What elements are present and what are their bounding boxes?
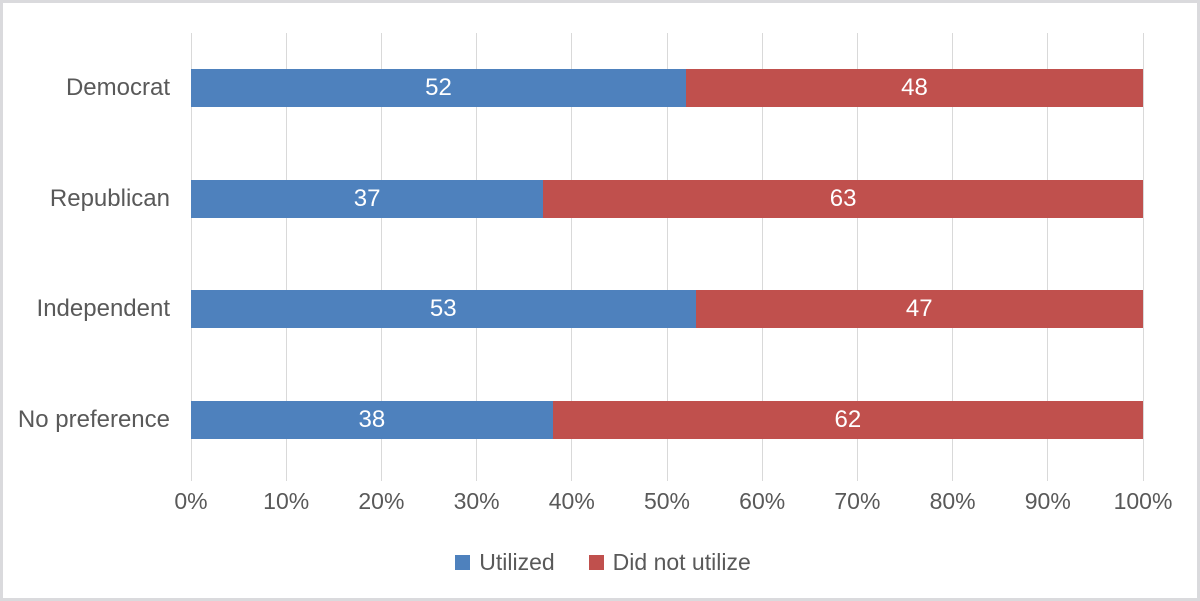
category-label: No preference bbox=[17, 405, 170, 433]
bar-segment-did-not-utilize: 63 bbox=[543, 179, 1143, 218]
x-axis-tick-label: 80% bbox=[929, 488, 976, 514]
bar-segment-utilized: 37 bbox=[191, 179, 544, 218]
gridline bbox=[952, 33, 954, 481]
category-label: Republican bbox=[49, 184, 170, 212]
gridline bbox=[761, 33, 763, 481]
bar-segment-utilized: 52 bbox=[191, 69, 687, 108]
legend-swatch-utilized bbox=[455, 555, 471, 570]
gridline bbox=[666, 33, 668, 481]
x-axis-tick-label: 60% bbox=[739, 488, 786, 514]
bar-value-label: 53 bbox=[429, 295, 457, 323]
x-axis-tick-label: 50% bbox=[643, 488, 691, 514]
legend-label-did-not-utilize: Did not utilize bbox=[612, 549, 751, 575]
bar-segment-utilized: 53 bbox=[191, 290, 696, 329]
gridline bbox=[1142, 33, 1144, 481]
gridline bbox=[571, 33, 573, 481]
x-axis-tick-label: 100% bbox=[1113, 488, 1173, 514]
category-label: Independent bbox=[36, 295, 170, 323]
x-axis-tick-label: 40% bbox=[548, 488, 595, 514]
x-axis-tick-label: 20% bbox=[358, 488, 405, 514]
x-axis-tick-label: 70% bbox=[834, 488, 881, 514]
legend-entry-did-not-utilize: Did not utilize bbox=[588, 549, 751, 576]
bar-value-label: 37 bbox=[353, 184, 381, 212]
x-axis-tick-label: 0% bbox=[174, 488, 208, 514]
category-label: Democrat bbox=[65, 74, 170, 102]
x-axis-tick-label: 10% bbox=[263, 488, 310, 514]
gridline bbox=[380, 33, 382, 481]
bar-segment-did-not-utilize: 62 bbox=[552, 400, 1143, 439]
legend: Utilized Did not utilize bbox=[3, 549, 1197, 576]
bar-segment-did-not-utilize: 47 bbox=[695, 290, 1143, 329]
bar-value-label: 62 bbox=[834, 405, 862, 433]
bar-value-label: 48 bbox=[901, 74, 928, 102]
legend-entry-utilized: Utilized bbox=[455, 549, 555, 576]
legend-label-utilized: Utilized bbox=[479, 549, 555, 575]
gridline bbox=[285, 33, 287, 481]
x-axis-tick-label: 90% bbox=[1024, 488, 1071, 514]
bar-value-label: 38 bbox=[358, 405, 386, 433]
gridline bbox=[190, 33, 192, 481]
bar-value-label: 52 bbox=[425, 74, 452, 102]
legend-swatch-did-not-utilize bbox=[588, 555, 604, 570]
bar-segment-did-not-utilize: 48 bbox=[686, 69, 1143, 108]
bar-segment-utilized: 38 bbox=[191, 400, 553, 439]
gridline bbox=[856, 33, 858, 481]
gridline bbox=[476, 33, 478, 481]
x-axis-tick-label: 30% bbox=[453, 488, 500, 514]
bar-value-label: 47 bbox=[905, 295, 933, 323]
bar-value-label: 63 bbox=[829, 184, 857, 212]
plot-area: 0% 10% 20% 30% 40% 50% 60% 70% 80% 90% 100% Democra… bbox=[3, 3, 1197, 598]
gridline bbox=[1047, 33, 1049, 481]
